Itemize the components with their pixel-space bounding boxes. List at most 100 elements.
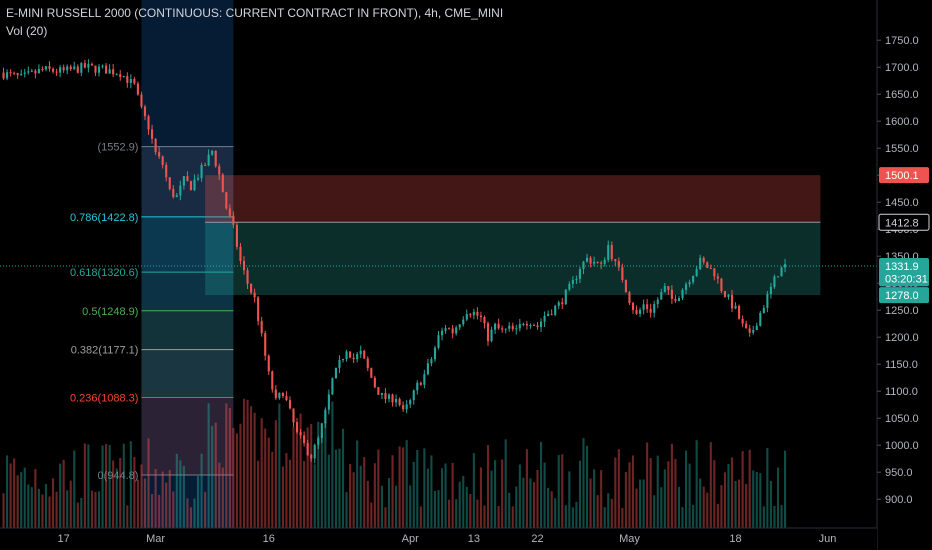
- candle-body: [578, 269, 582, 279]
- volume-bar: [614, 457, 617, 528]
- candle-body: [221, 174, 224, 193]
- volume-bar: [667, 461, 670, 528]
- volume-bar: [186, 498, 189, 528]
- volume-bar: [423, 448, 426, 528]
- fib-level-label: 0.618(1320.6): [70, 267, 139, 279]
- volume-bar: [610, 498, 613, 528]
- candle-body: [730, 294, 734, 309]
- volume-bar: [433, 490, 437, 528]
- volume-bar: [730, 457, 734, 528]
- candle-body: [755, 325, 758, 331]
- candle-body: [702, 257, 705, 263]
- candle-body: [490, 329, 493, 342]
- volume-bar: [501, 459, 504, 528]
- volume-bar: [179, 460, 182, 528]
- volume-bar: [557, 455, 560, 528]
- candle-body: [150, 129, 154, 139]
- volume-bar: [469, 494, 472, 528]
- candle-body: [288, 400, 292, 409]
- price-axis-badge: [879, 270, 929, 287]
- volume-bar: [621, 507, 624, 528]
- candle-body: [589, 257, 592, 264]
- candle-body: [554, 305, 557, 315]
- candle-body: [48, 66, 51, 69]
- candle-body: [646, 304, 649, 309]
- price-tick-label: 1700.0: [885, 62, 919, 74]
- candle-body: [112, 69, 115, 75]
- volume-bar: [9, 463, 12, 528]
- candle-body: [501, 328, 504, 330]
- price-tick-label: 1750.0: [885, 35, 919, 47]
- volume-bar: [426, 468, 429, 528]
- candle-body: [550, 313, 553, 315]
- candle-body: [409, 400, 412, 405]
- candle-body: [444, 328, 447, 331]
- volume-bar: [405, 440, 408, 528]
- volume-bar: [395, 485, 398, 528]
- candle-body: [603, 259, 606, 264]
- candle-body: [688, 282, 691, 285]
- candle-body: [292, 408, 295, 423]
- volume-bar: [518, 464, 521, 528]
- volume-bar: [458, 481, 461, 528]
- volume-bar: [345, 492, 348, 528]
- volume-bar: [455, 499, 458, 528]
- volume-bar: [582, 438, 585, 528]
- volume-bar: [34, 468, 37, 528]
- volume-bar: [440, 468, 444, 528]
- volume-bar: [472, 453, 475, 528]
- candle-body: [285, 396, 288, 401]
- candle-body: [440, 330, 444, 336]
- volume-bar: [532, 482, 536, 528]
- volume-bar: [189, 507, 193, 528]
- candle-body: [713, 268, 716, 277]
- price-tick-label: 1650.0: [885, 89, 919, 101]
- candle-body: [469, 314, 472, 316]
- volume-bar: [741, 451, 744, 528]
- candle-body: [73, 66, 76, 70]
- candle-body: [575, 278, 578, 280]
- volume-bar: [508, 492, 511, 528]
- volume-bar: [278, 403, 281, 528]
- volume-bar: [165, 482, 168, 528]
- candle-body: [274, 389, 277, 399]
- candle-body: [571, 279, 574, 284]
- candle-body: [122, 75, 125, 77]
- candle-body: [239, 246, 242, 261]
- volume-bar: [568, 471, 571, 528]
- candle-body: [13, 72, 16, 74]
- candle-body: [596, 261, 599, 263]
- volume-bar: [380, 485, 383, 528]
- volume-bar: [97, 491, 101, 528]
- price-tick-label: 1000.0: [885, 440, 919, 452]
- candle-body: [391, 394, 394, 403]
- volume-bar: [363, 457, 366, 528]
- volume-bar: [313, 464, 316, 528]
- candle-body: [607, 244, 610, 260]
- volume-bar: [589, 478, 592, 528]
- candle-body: [529, 325, 532, 327]
- candle-body: [186, 176, 189, 182]
- volume-bar: [769, 480, 772, 528]
- price-axis-badge-text: 1500.1: [885, 170, 919, 182]
- volume-bar: [41, 494, 44, 528]
- volume-bar: [716, 503, 719, 528]
- volume-bar: [370, 502, 373, 528]
- volume-bar: [112, 460, 115, 528]
- volume-bar: [101, 445, 104, 528]
- candle-body: [66, 66, 69, 71]
- volume-bar: [175, 453, 178, 528]
- volume-bar: [48, 496, 51, 528]
- candle-body: [345, 351, 348, 360]
- volume-bar: [62, 459, 65, 528]
- volume-bar: [571, 507, 574, 528]
- volume-bar: [267, 437, 270, 528]
- volume-bar: [182, 465, 185, 528]
- volume-bar: [69, 480, 72, 528]
- candle-body: [147, 116, 150, 130]
- volume-bar: [720, 485, 723, 528]
- candle-body: [642, 304, 645, 310]
- candle-body: [324, 409, 327, 424]
